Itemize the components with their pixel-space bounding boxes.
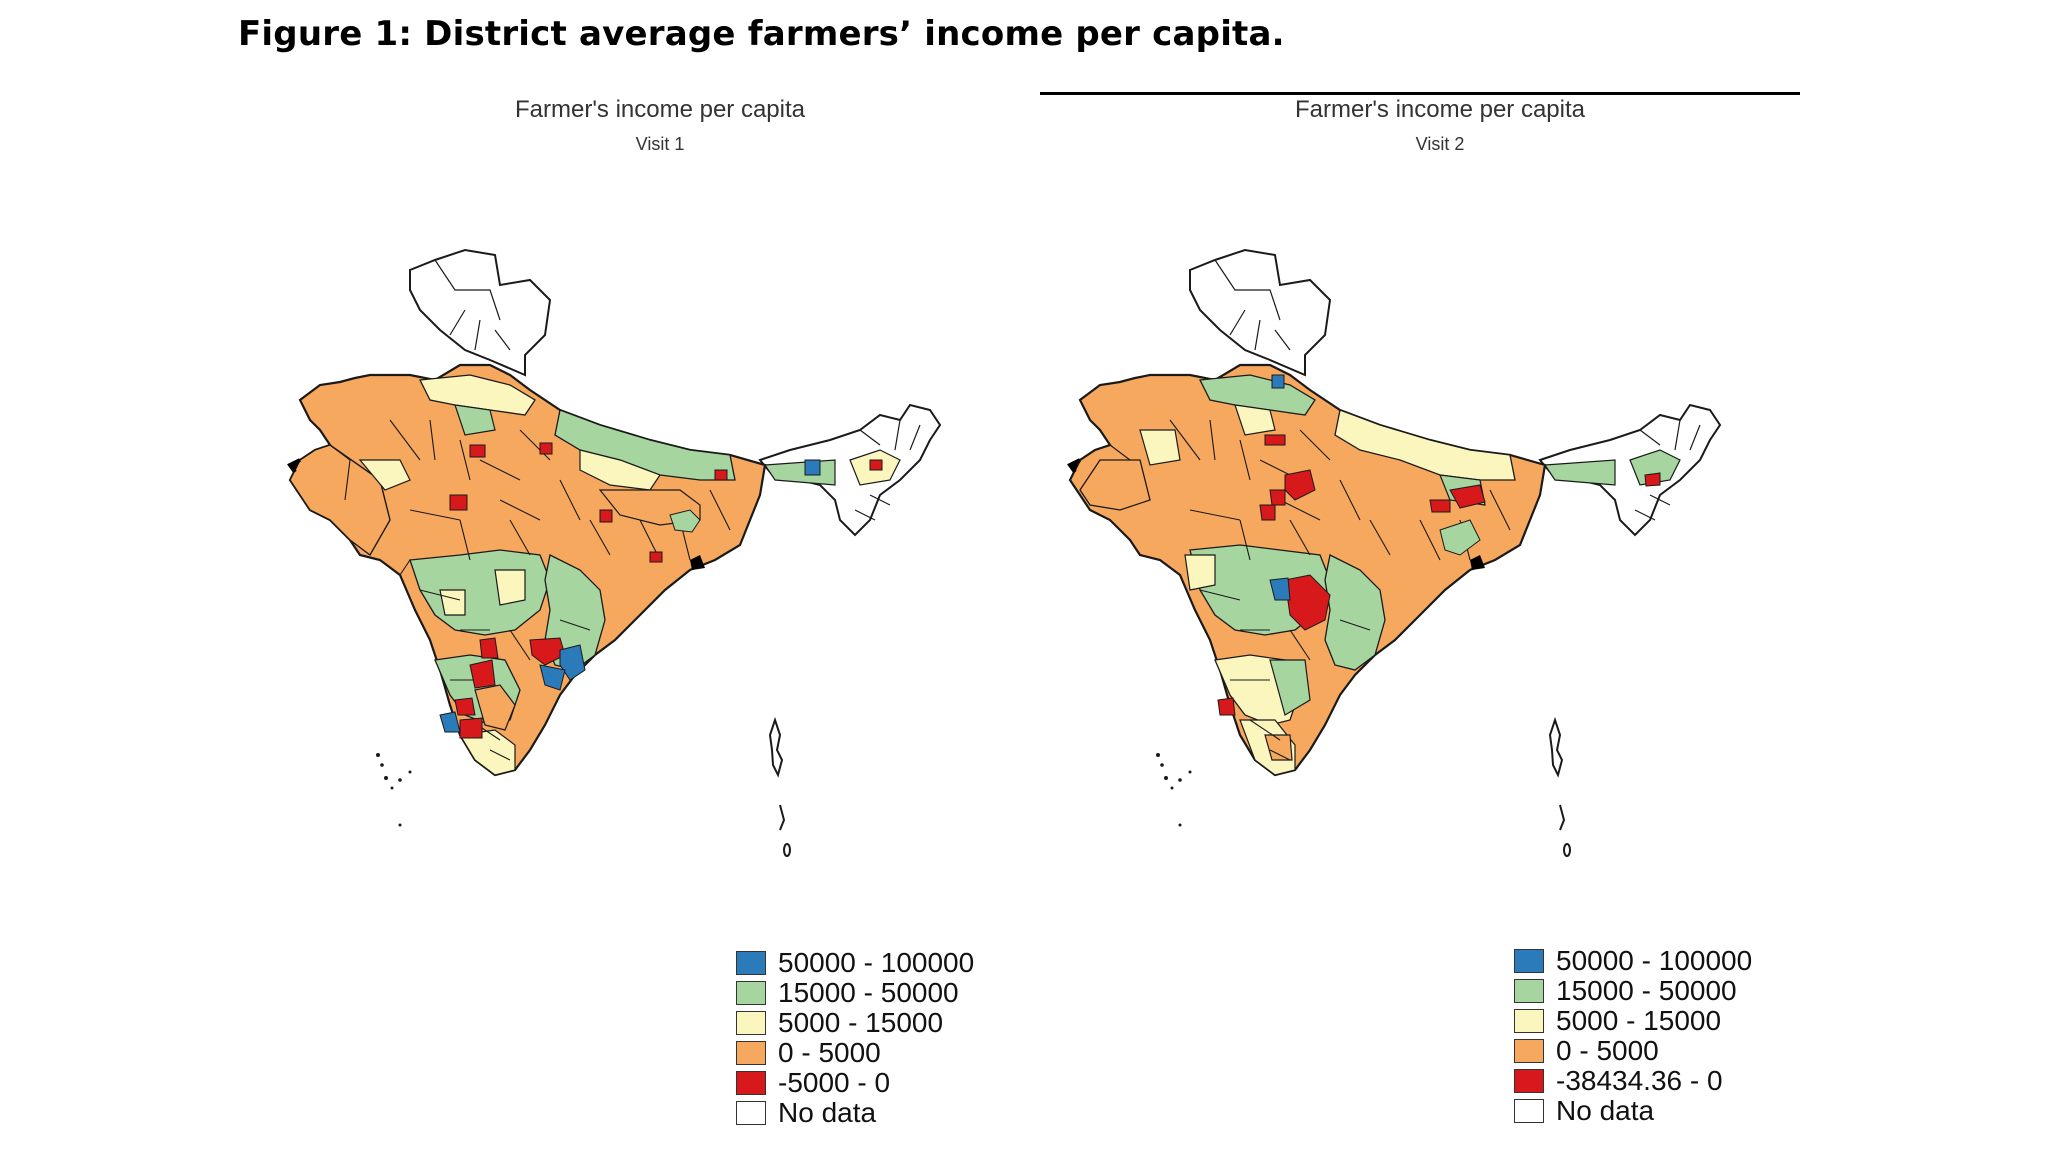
legend-label: 50000 - 100000 xyxy=(778,947,975,978)
legend-swatch-green xyxy=(736,981,766,1005)
legend-swatch-red xyxy=(1514,1069,1544,1093)
coast-marks xyxy=(287,458,705,570)
map-subtitle: Visit 2 xyxy=(1415,134,1465,154)
map-legend: 50000 - 100000 15000 - 50000 5000 - 1500… xyxy=(736,947,975,1128)
mainland xyxy=(288,363,767,777)
figure-title: Figure 1: District average farmers’ inco… xyxy=(238,14,1285,54)
legend-label: No data xyxy=(778,1097,877,1128)
legend-label: -38434.36 - 0 xyxy=(1556,1065,1723,1096)
legend-entry: 0 - 5000 xyxy=(736,1037,974,1068)
legend-swatch-red xyxy=(736,1071,766,1095)
legend-label: 0 - 5000 xyxy=(1556,1035,1659,1066)
legend-entry: 5000 - 15000 xyxy=(1514,1005,1752,1036)
legend-label: 5000 - 15000 xyxy=(1556,1005,1722,1036)
map-title: Farmer's income per capita xyxy=(1294,96,1585,123)
legend-swatch-white xyxy=(1514,1099,1544,1123)
map-legend: 50000 - 100000 15000 - 50000 5000 - 1500… xyxy=(1514,945,1753,1126)
legend-entry: 0 - 5000 xyxy=(1514,1035,1752,1066)
divider-line xyxy=(1040,92,1800,95)
northeast-region xyxy=(1538,403,1722,537)
legend-swatch-yellow xyxy=(736,1011,766,1035)
legend-swatch-white xyxy=(736,1101,766,1125)
map-panel-visit-1: Farmer's income per capita Visit 1 xyxy=(260,80,1060,1140)
legend-label: 50000 - 100000 xyxy=(1556,945,1753,976)
legend-label: -5000 - 0 xyxy=(778,1067,891,1098)
highlight-districts xyxy=(439,442,728,739)
highlight-districts xyxy=(1217,374,1486,716)
india-district-map xyxy=(287,248,942,857)
legend-label: 15000 - 50000 xyxy=(778,977,959,1008)
legend-entry: 5000 - 15000 xyxy=(736,1007,974,1038)
legend-entry: -5000 - 0 xyxy=(736,1067,974,1098)
islands xyxy=(376,716,791,857)
legend-swatch-blue xyxy=(1514,949,1544,973)
legend-swatch-blue xyxy=(736,951,766,975)
legend-label: 0 - 5000 xyxy=(778,1037,881,1068)
legend-entry: -38434.36 - 0 xyxy=(1514,1065,1752,1096)
legend-entry: 50000 - 100000 xyxy=(1514,945,1753,976)
map-subtitle: Visit 1 xyxy=(635,134,685,154)
legend-label: 15000 - 50000 xyxy=(1556,975,1737,1006)
coast-marks xyxy=(1067,458,1485,570)
legend-label: 5000 - 15000 xyxy=(778,1007,944,1038)
islands xyxy=(1156,716,1571,857)
legend-label: No data xyxy=(1556,1095,1655,1126)
map-title: Farmer's income per capita xyxy=(514,96,805,123)
mainland xyxy=(1068,363,1547,777)
legend-entry: No data xyxy=(1514,1095,1752,1126)
legend-swatch-orange xyxy=(736,1041,766,1065)
legend-entry: No data xyxy=(736,1097,974,1128)
north-region-nodata xyxy=(1189,248,1332,377)
legend-swatch-green xyxy=(1514,979,1544,1003)
legend-swatch-orange xyxy=(1514,1039,1544,1063)
map-panel-visit-2: Farmer's income per capita Visit 2 xyxy=(1040,80,1840,1140)
northeast-region xyxy=(758,403,942,537)
legend-entry: 15000 - 50000 xyxy=(736,977,974,1008)
legend-swatch-yellow xyxy=(1514,1009,1544,1033)
legend-entry: 15000 - 50000 xyxy=(1514,975,1752,1006)
legend-entry: 50000 - 100000 xyxy=(736,947,975,978)
north-region-nodata xyxy=(409,248,552,377)
india-district-map xyxy=(1067,248,1722,857)
